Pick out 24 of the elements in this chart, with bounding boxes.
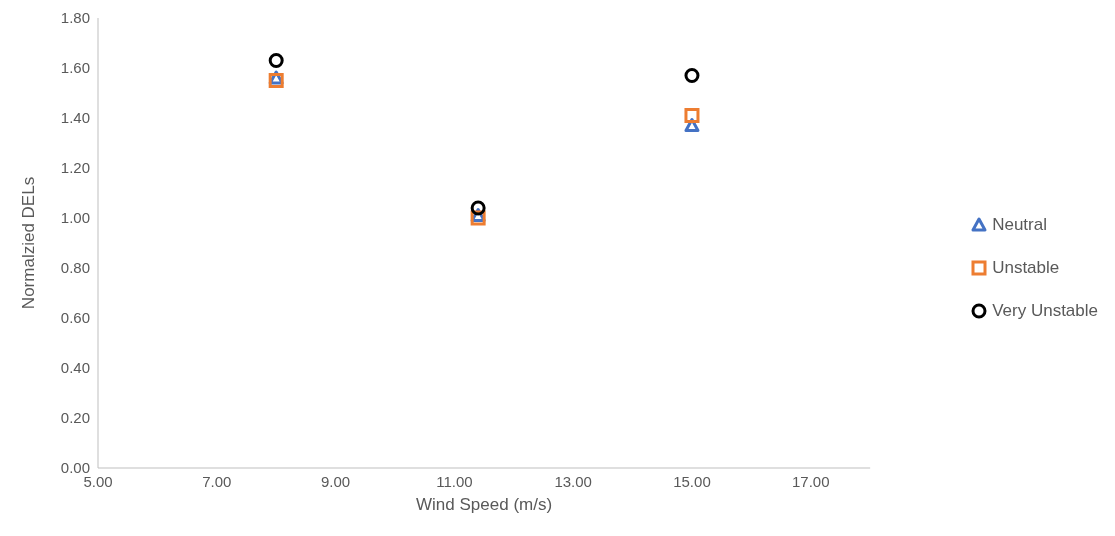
point [470,200,486,216]
y-tick-label: 1.60 [60,59,90,77]
point [684,68,700,83]
x-tick-label: 17.00 [791,472,830,490]
legend-label: Unstable [992,257,1060,279]
y-axis-title: Normalzied DELs [19,176,39,310]
point [268,53,284,68]
x-tick-label: 9.00 [320,472,351,490]
y-tick-label: 0.60 [60,309,90,327]
x-axis-title: Wind Speed (m/s) [416,495,553,515]
y-tick-label: 1.80 [60,9,90,27]
y-tick-label: 1.20 [60,159,90,177]
x-tick-label: 13.00 [554,472,592,490]
y-tick-label: 1.00 [60,209,90,227]
y-tick-label: 0.80 [60,259,90,277]
legend-label: Very Unstable [992,300,1098,322]
y-tick-label: 1.40 [60,109,90,127]
x-tick-label: 15.00 [673,472,711,490]
y-tick-label: 0.20 [60,409,90,427]
y-tick-label: 0.40 [60,359,90,377]
legend-label: Neutral [992,214,1047,236]
x-tick-label: 11.00 [436,472,473,490]
x-tick-label: 7.00 [202,472,232,490]
point [684,108,700,123]
